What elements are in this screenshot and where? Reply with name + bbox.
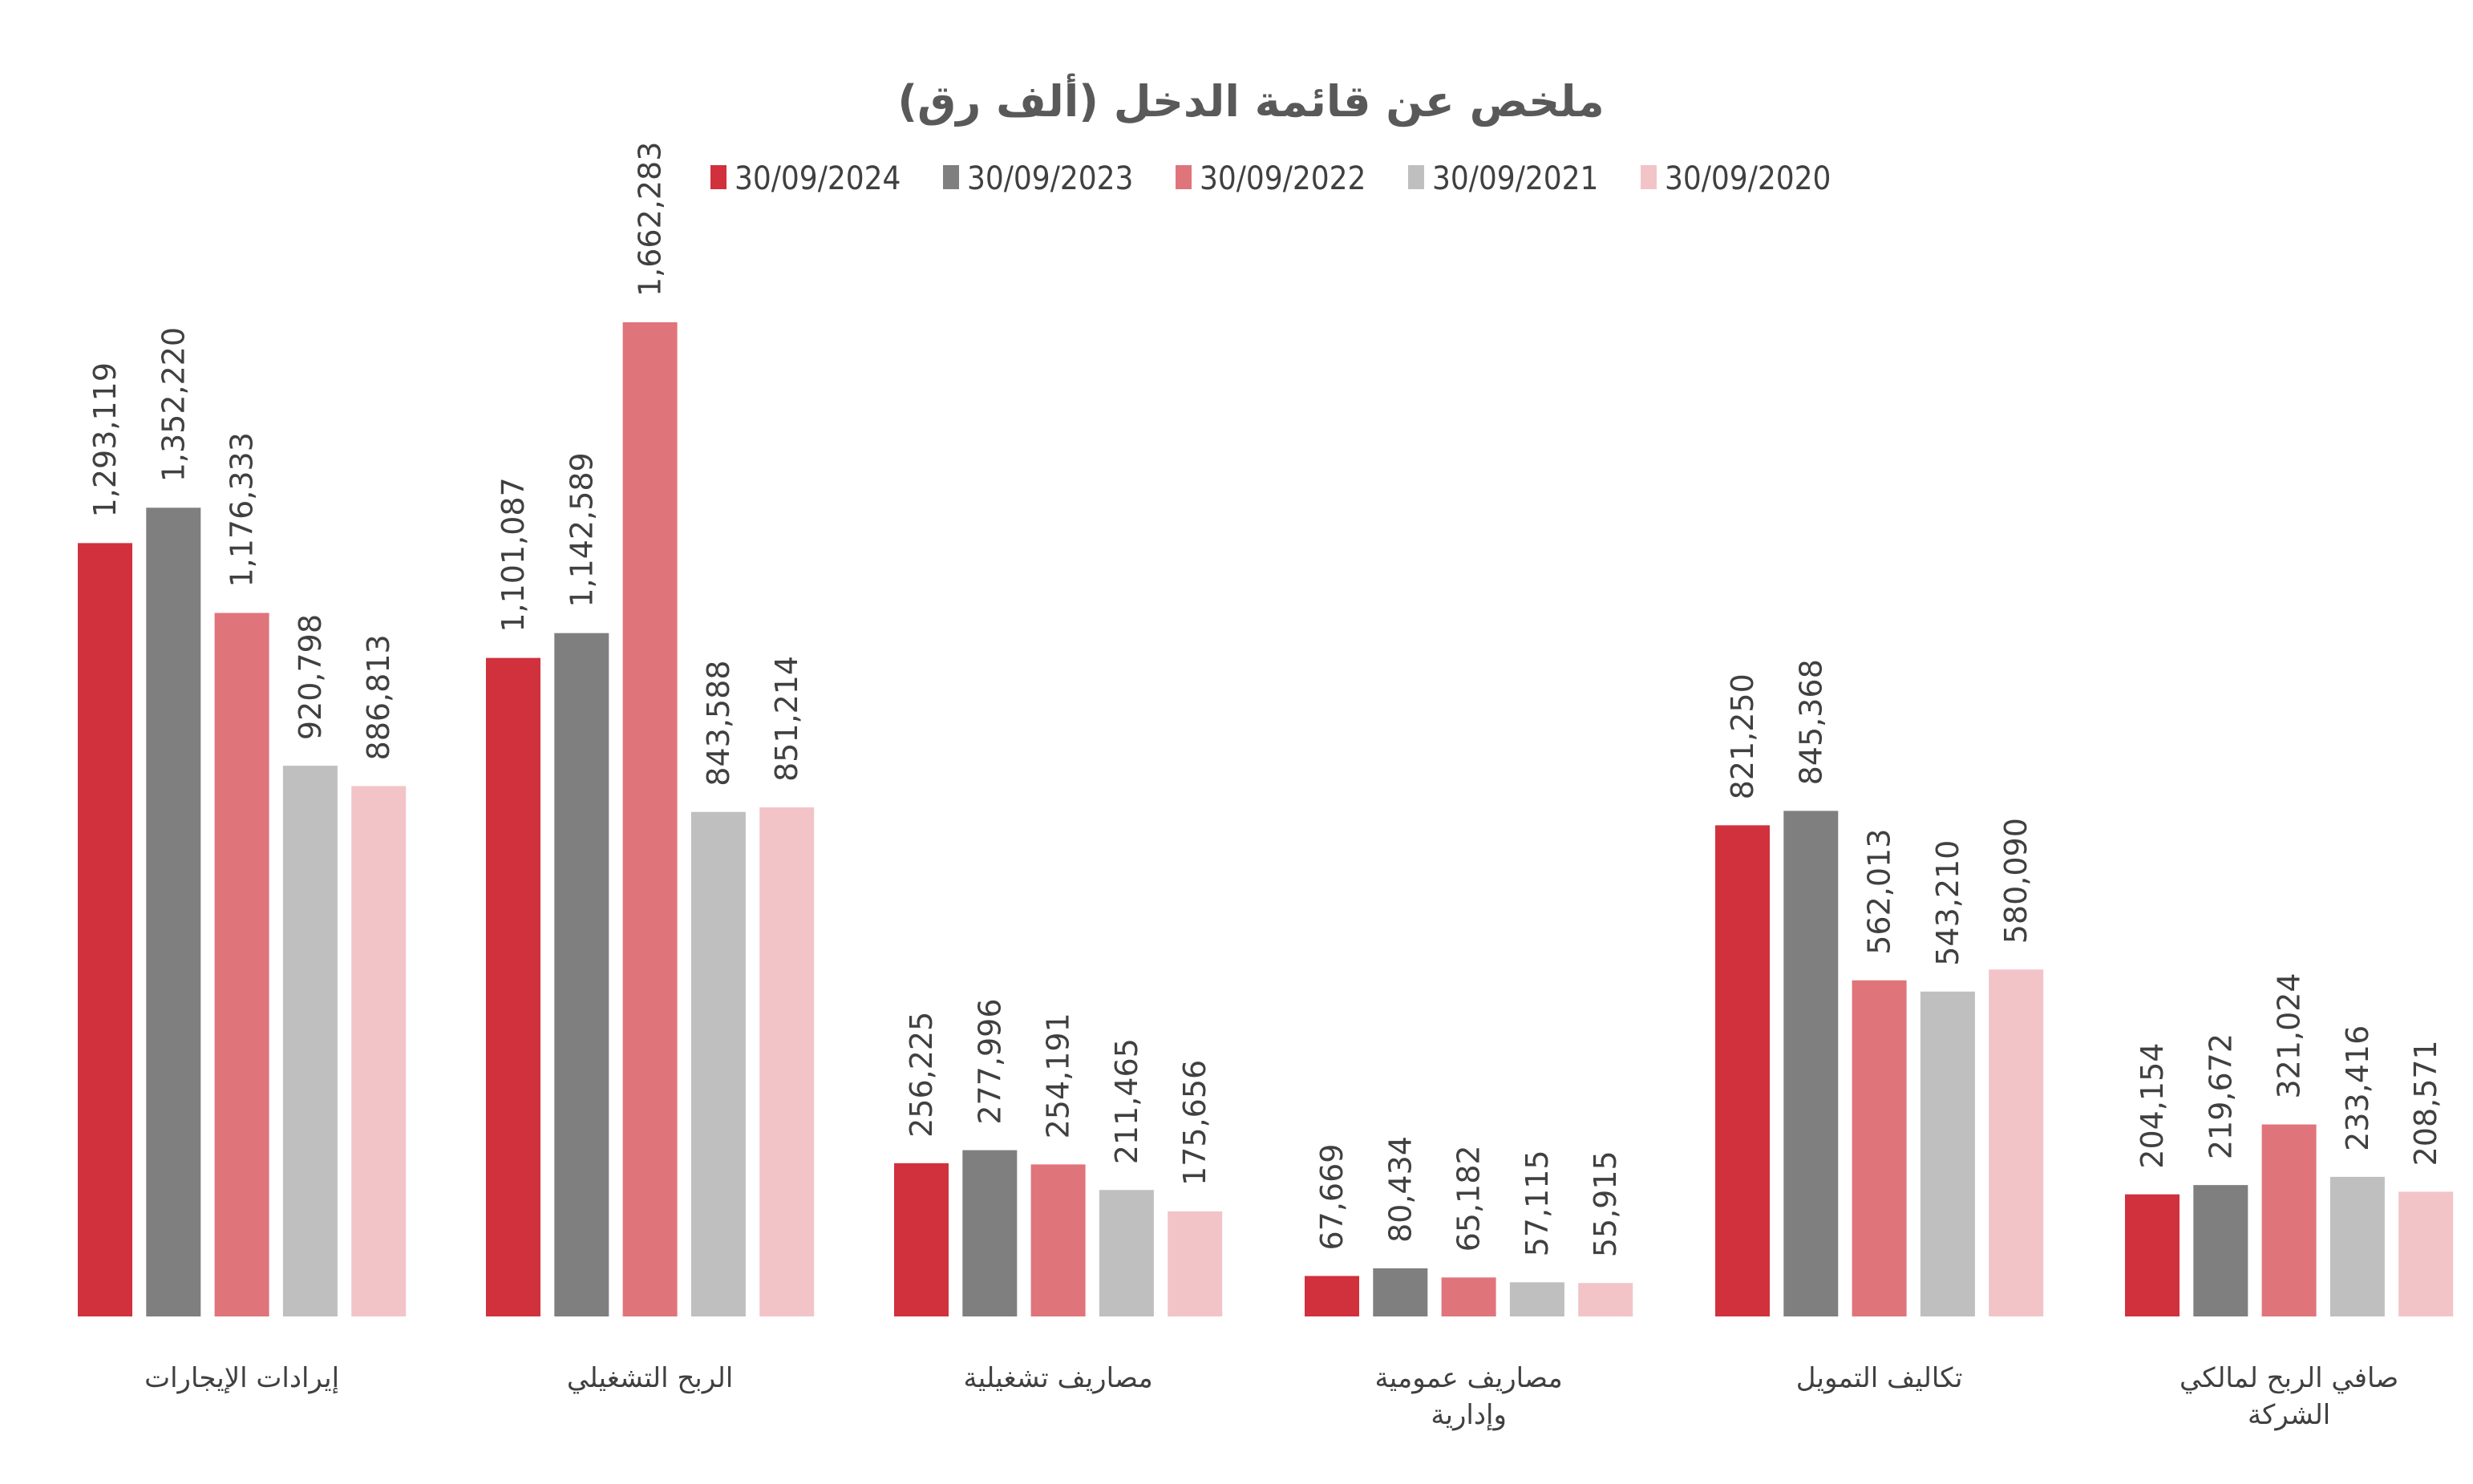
data-label-1-2: 1,352,220 [156, 327, 191, 482]
data-label-6-3: 321,024 [2272, 972, 2307, 1098]
bar-2-3 [622, 322, 678, 1316]
bar-4-3 [1441, 1277, 1496, 1316]
bar-2-1 [486, 657, 540, 1316]
data-labels: 1,293,119 1,352,220 1,176,333 920,798 886,81… [87, 142, 2443, 1258]
category-label-2: الربح التشغيلي [567, 1362, 733, 1394]
data-label-3-2: 277,996 [972, 998, 1007, 1124]
category-label-6: صافي الربح لمالكي [2180, 1362, 2398, 1394]
data-label-3-1: 256,225 [904, 1012, 939, 1138]
data-label-5-1: 821,250 [1725, 673, 1760, 799]
data-label-6-2: 219,672 [2203, 1033, 2238, 1159]
legend-label: 30/09/2023 [967, 160, 1133, 197]
bar-5-3 [1852, 980, 1907, 1316]
bar-1-2 [146, 507, 201, 1316]
data-label-1-3: 1,176,333 [225, 432, 260, 587]
data-label-4-2: 80,434 [1382, 1136, 1418, 1243]
bar-6-1 [2125, 1194, 2180, 1316]
data-label-5-4: 543,210 [1930, 840, 1965, 966]
category-label-3: مصاريف تشغيلية [964, 1362, 1153, 1394]
bar-4-5 [1578, 1283, 1633, 1316]
bar-6-2 [2193, 1185, 2248, 1316]
bar-5-2 [1783, 811, 1839, 1316]
bar-6-4 [2329, 1176, 2385, 1316]
bar-3-3 [1030, 1164, 1086, 1316]
bars [78, 322, 2454, 1316]
data-label-3-3: 254,191 [1041, 1013, 1076, 1138]
data-label-4-4: 57,115 [1520, 1150, 1555, 1256]
bar-1-4 [282, 766, 338, 1316]
data-label-3-4: 211,465 [1109, 1038, 1144, 1164]
data-label-5-2: 845,368 [1793, 659, 1828, 785]
category-labels: إيرادات الإيجارات الربح التشغيلي مصاريف تش… [144, 1362, 2398, 1431]
data-label-6-1: 204,154 [2135, 1043, 2170, 1169]
data-label-4-3: 65,182 [1451, 1145, 1487, 1251]
bar-3-2 [962, 1150, 1018, 1316]
bar-3-1 [894, 1163, 949, 1316]
data-label-2-5: 851,214 [769, 656, 804, 782]
legend-label: 30/09/2020 [1665, 160, 1831, 197]
legend: 30/09/2024 30/09/2023 30/09/2022 30/09/2021… [710, 160, 1831, 197]
bar-2-2 [554, 633, 609, 1316]
bar-1-1 [78, 543, 132, 1316]
data-label-1-5: 886,813 [361, 634, 396, 760]
category-label-5: تكاليف التمويل [1796, 1362, 1963, 1394]
legend-item-3: 30/09/2022 [1176, 160, 1366, 197]
category-label-4: مصاريف عمومية [1375, 1362, 1563, 1394]
bar-4-4 [1509, 1282, 1564, 1316]
legend-label: 30/09/2022 [1200, 160, 1366, 197]
legend-item-4: 30/09/2021 [1408, 160, 1598, 197]
data-label-2-4: 843,588 [701, 661, 736, 786]
bar-3-5 [1168, 1211, 1223, 1316]
bar-6-5 [2398, 1191, 2454, 1316]
bar-6-3 [2261, 1124, 2317, 1316]
legend-swatch [943, 165, 959, 189]
data-label-2-2: 1,142,589 [564, 452, 599, 607]
category-label-6: الشركة [2248, 1399, 2330, 1431]
chart-title: ملخص عن قائمة الدخل (ألف رق) [897, 73, 1604, 127]
data-label-2-3: 1,662,283 [633, 142, 668, 297]
bar-1-5 [351, 786, 407, 1316]
data-label-1-1: 1,293,119 [87, 362, 123, 517]
data-label-4-1: 67,669 [1314, 1144, 1350, 1251]
category-label-1: إيرادات الإيجارات [144, 1362, 339, 1394]
legend-swatch [1408, 165, 1424, 189]
data-label-3-5: 175,656 [1177, 1060, 1212, 1186]
data-label-5-5: 580,090 [1998, 818, 2034, 944]
legend-swatch [710, 165, 727, 189]
bar-3-4 [1099, 1190, 1154, 1316]
bar-2-4 [690, 811, 746, 1316]
legend-swatch [1176, 165, 1192, 189]
bar-1-3 [214, 613, 269, 1316]
data-label-4-5: 55,915 [1588, 1150, 1623, 1257]
legend-swatch [1641, 165, 1657, 189]
data-label-5-3: 562,013 [1862, 829, 1897, 955]
bar-2-5 [759, 807, 815, 1316]
data-label-6-4: 233,416 [2340, 1025, 2375, 1151]
data-label-1-4: 920,798 [293, 614, 328, 740]
legend-label: 30/09/2021 [1432, 160, 1598, 197]
data-label-2-1: 1,101,087 [496, 477, 531, 632]
legend-item-2: 30/09/2023 [943, 160, 1133, 197]
legend-item-1: 30/09/2024 [710, 160, 901, 197]
bar-5-5 [1989, 969, 2044, 1316]
legend-label: 30/09/2024 [735, 160, 901, 197]
bar-5-4 [1920, 991, 1975, 1316]
legend-item-5: 30/09/2020 [1641, 160, 1831, 197]
bar-4-1 [1305, 1276, 1359, 1316]
data-label-6-5: 208,571 [2408, 1040, 2443, 1166]
bar-4-2 [1373, 1268, 1428, 1316]
bar-5-1 [1715, 825, 1770, 1316]
category-label-4: وإدارية [1431, 1399, 1507, 1431]
